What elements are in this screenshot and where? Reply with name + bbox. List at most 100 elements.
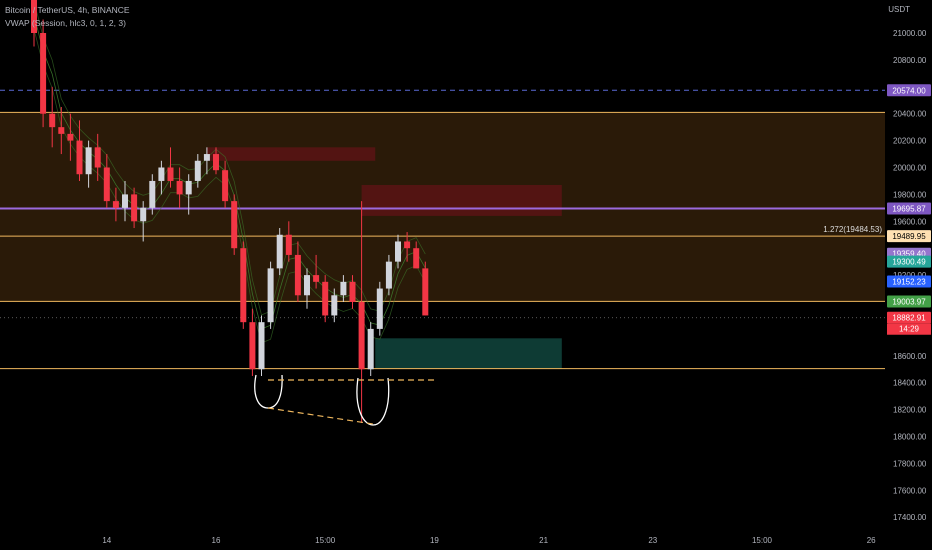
horizontal-levels: 1.272(19484.53) <box>0 89 885 370</box>
candle-down <box>112 201 119 208</box>
candle-down <box>240 248 247 323</box>
red-resistance-box-2 <box>361 184 562 216</box>
time-tick-label: 15:00 <box>752 536 773 545</box>
candle-down <box>285 234 292 255</box>
time-tick-label: 26 <box>867 536 876 545</box>
candle-up <box>331 295 338 316</box>
price-tick-label: 18600.00 <box>893 352 927 361</box>
candle-down <box>213 154 219 171</box>
time-tick-label: 14 <box>102 536 111 545</box>
lower-dashed-trendline <box>267 407 374 425</box>
vwap-band-line <box>33 1 426 316</box>
candle-up <box>340 281 347 296</box>
candle-up <box>149 180 156 208</box>
price-tick-label: 20400.00 <box>893 110 927 119</box>
price-tag <box>887 275 931 288</box>
candle-up <box>376 288 383 329</box>
price-tick-label: 19600.00 <box>893 217 927 226</box>
candle-up <box>395 241 401 262</box>
price-tag-label: 19003.97 <box>892 297 926 306</box>
candles-layer <box>31 0 429 424</box>
price-tag <box>887 255 931 268</box>
price-tag-label: 18882.91 <box>892 314 926 323</box>
candle-down <box>313 275 320 282</box>
fib-label: 1.272(19484.53) <box>823 225 882 234</box>
price-tick-label: 17600.00 <box>893 486 927 495</box>
price-tag-label: 19359.40 <box>892 250 926 259</box>
price-tick-label: 18200.00 <box>893 406 927 415</box>
candle-down <box>358 302 365 370</box>
price-tick-label: 18400.00 <box>893 379 927 388</box>
green-demand-box <box>375 338 562 369</box>
candle-down <box>222 170 229 202</box>
time-tick-label: 15:00 <box>315 536 336 545</box>
candle-down <box>322 281 329 316</box>
price-tick-label: 21000.00 <box>893 29 927 38</box>
time-tick-label: 21 <box>539 536 548 545</box>
time-tick-label: 16 <box>212 536 221 545</box>
symbol-legend[interactable]: Bitcoin / TetherUS, 4h, BINANCE <box>5 5 130 15</box>
price-tag <box>887 84 931 97</box>
candle-down <box>176 180 183 195</box>
candle-down <box>231 201 238 249</box>
price-tag-label: 19489.95 <box>892 232 926 241</box>
middle-zone <box>0 236 885 302</box>
candle-down <box>167 167 174 181</box>
candle-down <box>404 241 411 249</box>
currency-label: USDT <box>888 5 910 14</box>
price-tick-label: 20000.00 <box>893 164 927 173</box>
candle-down <box>249 322 256 370</box>
candle-up <box>122 194 128 208</box>
candle-up <box>385 261 392 289</box>
candle-down <box>349 281 356 302</box>
candle-down <box>58 127 65 134</box>
candle-down <box>103 167 110 202</box>
candle-up <box>258 322 265 370</box>
price-tag-label: 20574.00 <box>892 86 926 95</box>
pattern-drawings <box>254 374 436 426</box>
candle-up <box>203 154 210 161</box>
price-tag-label: 19300.49 <box>892 258 926 267</box>
countdown-label: 14:29 <box>899 325 920 334</box>
candle-down <box>76 140 83 175</box>
price-axis[interactable]: 21000.00 20800.00 20400.00 20200.00 20000.00… <box>893 29 927 522</box>
candle-up <box>185 180 192 195</box>
candle-up <box>194 160 201 181</box>
candle-up <box>85 147 92 175</box>
candle-down <box>131 194 138 222</box>
price-tag <box>887 295 931 308</box>
price-tick-label: 17800.00 <box>893 459 927 468</box>
price-tick-label: 20800.00 <box>893 56 927 65</box>
price-tick-label: 17400.00 <box>893 513 927 522</box>
candle-down <box>49 113 56 128</box>
red-resistance-box-1 <box>206 147 376 161</box>
candle-up <box>276 234 283 269</box>
candle-down <box>413 248 420 269</box>
candle-down <box>40 33 47 114</box>
countdown-tag <box>887 323 931 335</box>
indicator-legend[interactable]: VWAP (Session, hlc3, 0, 1, 2, 3) <box>5 18 126 28</box>
zone-layer <box>0 112 885 369</box>
price-tick-label: 20200.00 <box>893 137 927 146</box>
time-tick-label: 23 <box>648 536 657 545</box>
candle-up <box>267 268 274 323</box>
price-tick-label: 18000.00 <box>893 433 927 442</box>
price-tags: 20574.00 19695.87 19489.95 19359.4019300.49… <box>887 84 931 335</box>
candle-down <box>94 147 101 168</box>
price-tag <box>887 202 931 215</box>
candle-down <box>67 133 74 141</box>
candle-up <box>304 275 310 296</box>
candle-up <box>158 167 165 181</box>
price-tag <box>887 311 931 324</box>
time-tick-label: 19 <box>430 536 439 545</box>
candle-up <box>367 328 374 370</box>
bottom-curve-2 <box>356 377 390 426</box>
price-tag-label: 19152.23 <box>892 278 926 287</box>
price-tag <box>887 230 931 243</box>
candle-down <box>294 254 301 296</box>
candle-down <box>31 0 37 33</box>
candle-down <box>422 268 429 316</box>
price-tag-label: 19695.87 <box>892 205 926 214</box>
